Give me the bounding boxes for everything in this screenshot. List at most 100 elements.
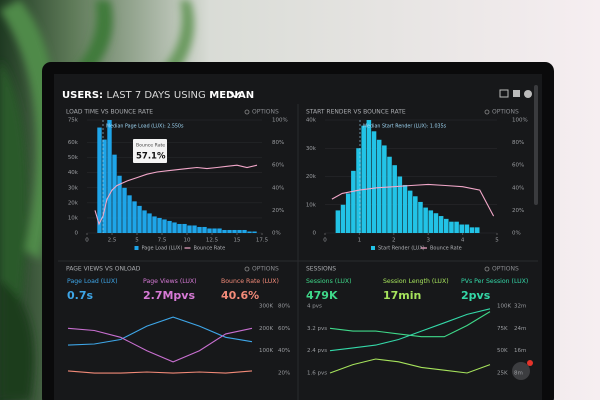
histogram-bar	[474, 227, 480, 233]
tick-label: 8m	[514, 371, 523, 377]
dashboard-title: USERS: LAST 7 DAYS USING MEDIAN	[62, 90, 254, 101]
histogram-bar	[438, 216, 444, 233]
histogram-bar	[402, 184, 408, 233]
help-icon[interactable]	[524, 90, 532, 98]
monitor-icon[interactable]	[499, 89, 509, 98]
tick-label: 3.2 pvs	[307, 326, 327, 332]
options-icon	[244, 109, 250, 115]
tick-label: 20k	[68, 200, 79, 206]
tick-label: 40%	[272, 185, 284, 191]
histogram-bar	[335, 210, 341, 233]
x-tick-label: 17.5	[256, 238, 269, 244]
annotation: Median Page Load (LUX): 2.550s	[106, 124, 184, 130]
metric-label: Sessions (LUX)	[306, 278, 352, 285]
options-button[interactable]: OPTIONS	[492, 109, 519, 116]
tick-label: 100K	[497, 304, 511, 310]
tick-label: 40k	[306, 118, 317, 124]
tick-label: 100%	[272, 118, 288, 124]
histogram-bar	[97, 127, 102, 233]
x-tick-label: 2	[392, 238, 396, 244]
metric-value: 0.7s	[67, 289, 93, 302]
tick-label: 0%	[272, 231, 281, 237]
legend-label: Start Render (LUX)	[378, 246, 425, 252]
title-stat: MEDIAN	[209, 90, 254, 101]
tick-label: 60%	[278, 326, 290, 332]
options-button[interactable]: OPTIONS	[492, 266, 519, 273]
x-tick-label: 1	[358, 238, 362, 244]
x-tick-label: 0	[323, 238, 327, 244]
series-line	[67, 370, 253, 374]
histogram-bar	[397, 176, 403, 233]
metric-label: Page Load (LUX)	[67, 278, 118, 285]
histogram-bar	[392, 165, 397, 233]
histogram-bar	[142, 210, 147, 233]
x-tick-label: 12.5	[206, 238, 219, 244]
histogram-bar	[152, 216, 157, 233]
tick-label: 100K	[259, 348, 273, 354]
histogram-bar	[469, 227, 475, 233]
x-tick-label: 5	[495, 238, 499, 244]
histogram-bar	[112, 154, 117, 233]
histogram-bar	[459, 224, 465, 233]
tooltip-title: Bounce Rate	[136, 143, 165, 149]
annotation: Median Start Render (LUX): 1.035s	[363, 124, 447, 130]
options-icon	[484, 266, 490, 272]
chat-button[interactable]	[512, 362, 530, 380]
x-tick-label: 4	[461, 238, 465, 244]
histogram-bar	[376, 139, 382, 233]
options-button[interactable]: OPTIONS	[252, 266, 279, 273]
title-range: LAST 7 DAYS	[107, 90, 171, 101]
legend-label: Bounce Rate	[430, 246, 462, 252]
histogram-bar	[222, 229, 227, 233]
histogram-bar	[197, 226, 202, 233]
options-icon	[244, 266, 250, 272]
histogram-bar	[464, 224, 470, 233]
bounce-line	[94, 164, 258, 226]
histogram-bar	[418, 201, 423, 233]
metric-label: Bounce Rate (LUX)	[221, 278, 279, 285]
histogram-bar	[187, 225, 192, 233]
tick-label: 24m	[514, 326, 526, 332]
histogram-bar	[162, 219, 167, 233]
tick-label: 20%	[272, 208, 284, 214]
metric-label: PVs Per Session (LUX)	[461, 278, 528, 285]
tick-label: 60k	[68, 140, 79, 146]
metric-value: 17min	[383, 289, 421, 302]
histogram-bar	[232, 229, 237, 233]
histogram-bar	[449, 221, 454, 233]
metric-value: 479K	[306, 289, 338, 302]
panel-title: SESSIONS	[306, 266, 336, 273]
histogram-bar	[345, 193, 351, 233]
tick-label: 80%	[512, 140, 524, 146]
tick-label: 20%	[278, 371, 290, 377]
options-button[interactable]: OPTIONS	[252, 109, 279, 116]
metric-label: Page Views (LUX)	[143, 278, 197, 285]
histogram-bar	[340, 204, 346, 233]
histogram-bar	[147, 213, 152, 233]
histogram-bar	[192, 225, 197, 233]
histogram-bar	[102, 139, 107, 233]
dropdown-arrow[interactable]	[229, 91, 241, 99]
histogram-bar	[371, 131, 377, 233]
panel-title: LOAD TIME VS BOUNCE RATE	[66, 109, 153, 116]
histogram-bar	[217, 228, 222, 233]
legend-swatch	[371, 246, 375, 250]
metric-value: 40.6%	[221, 289, 259, 302]
tick-label: 1.6 pvs	[307, 371, 327, 377]
x-tick-label: 5	[135, 238, 139, 244]
histogram-bar	[137, 205, 142, 233]
histogram-bar	[428, 210, 434, 233]
tick-label: 30k	[68, 185, 79, 191]
histogram-bar	[382, 145, 387, 233]
histogram-bar	[157, 217, 162, 233]
image-icon[interactable]	[513, 90, 520, 97]
scrollbar	[534, 85, 538, 205]
tick-label: 4 pvs	[307, 304, 322, 310]
histogram-bar	[413, 196, 418, 233]
metric-label: Session Length (LUX)	[383, 278, 449, 285]
histogram-bar	[132, 201, 137, 233]
panel-title: START RENDER VS BOUNCE RATE	[306, 109, 406, 116]
histogram-bar	[387, 156, 392, 233]
tick-label: 2.4 pvs	[307, 348, 327, 354]
bounce-line	[331, 183, 495, 217]
